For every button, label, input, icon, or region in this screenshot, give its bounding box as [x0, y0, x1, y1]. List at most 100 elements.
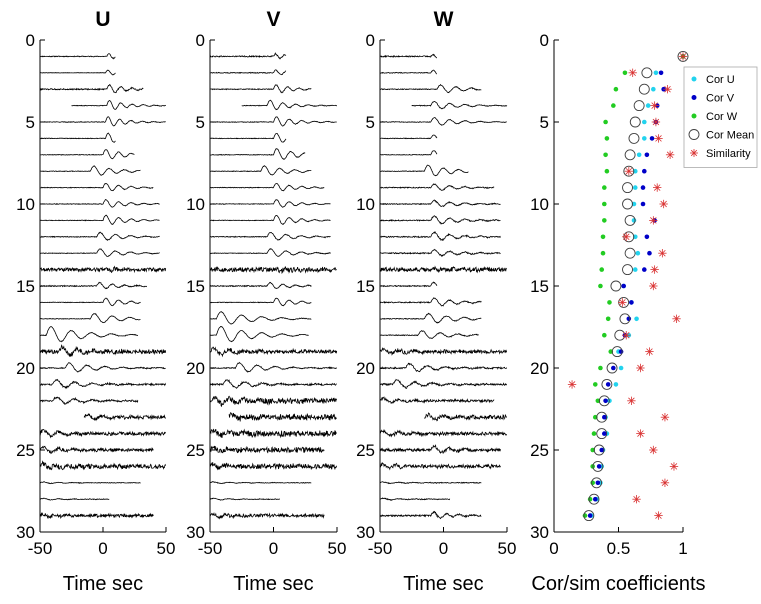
legend: Cor U Cor V Cor W Cor Mean Similarity [683, 66, 758, 168]
y-tick-label: 30 [16, 523, 35, 542]
y-tick-label: 5 [196, 113, 205, 132]
legend-label: Cor V [706, 93, 735, 105]
point-cor-v [644, 234, 650, 240]
point-similarity [649, 445, 658, 455]
point-cor-mean [622, 182, 633, 194]
trace-23 [83, 413, 166, 422]
point-cor-mean [588, 493, 600, 505]
trace-19 [379, 347, 508, 356]
y-tick-label: 15 [186, 277, 205, 296]
trace-3 [379, 83, 482, 94]
point-similarity [649, 281, 658, 291]
trace-6 [39, 132, 116, 143]
point-cor-mean [622, 198, 633, 210]
trace-28 [209, 497, 280, 501]
trace-3 [39, 83, 144, 94]
legend-label: Cor Mean [706, 130, 754, 142]
trace-12 [209, 231, 331, 241]
trace-20 [209, 361, 337, 373]
trace-25 [209, 445, 325, 454]
point-similarity [649, 216, 658, 225]
trace-5 [379, 117, 507, 126]
trace-25 [39, 445, 154, 455]
legend-swatch [690, 149, 698, 157]
point-similarity [654, 134, 663, 143]
trace-1 [209, 52, 287, 60]
point-similarity [660, 413, 670, 422]
trace-2 [380, 69, 438, 75]
point-cor-mean [593, 444, 605, 456]
point-cor-v [595, 480, 601, 486]
panel-title: V [266, 8, 280, 31]
y-tick-label: 25 [530, 441, 549, 460]
point-cor-w [602, 332, 607, 338]
point-cor-w [598, 365, 603, 371]
point-cor-u [613, 382, 619, 387]
point-cor-mean [596, 411, 608, 423]
legend-label: Cor U [706, 74, 735, 86]
point-cor-mean [591, 477, 603, 489]
y-tick-label: 20 [16, 359, 35, 378]
y-tick-label: 0 [196, 31, 205, 50]
point-similarity [672, 314, 681, 323]
trace-11 [39, 214, 160, 225]
trace-19 [209, 346, 338, 358]
trace-7 [40, 149, 135, 160]
panel-w: W 0 5 10 15 20 25 30-50 0 50 Time sec [356, 8, 516, 595]
point-cor-u [636, 152, 642, 158]
y-tick-label: 25 [16, 441, 35, 460]
trace-20 [379, 362, 508, 373]
point-cor-v [658, 70, 664, 76]
trace-22 [209, 395, 338, 407]
point-cor-u [651, 86, 656, 92]
legend-swatch [691, 113, 697, 119]
x-tick-label: 0 [439, 539, 448, 558]
point-similarity [665, 150, 675, 159]
trace-29 [209, 511, 325, 520]
y-tick-label: 15 [16, 277, 35, 296]
x-tick-label: 0 [549, 539, 558, 558]
point-similarity [653, 183, 662, 192]
point-cor-w [603, 152, 608, 158]
trace-4 [71, 100, 167, 110]
x-tick-label: 50 [157, 539, 176, 558]
point-cor-w [600, 234, 606, 240]
point-cor-mean [629, 116, 641, 128]
trace-16 [39, 297, 141, 307]
trace-21 [39, 378, 167, 390]
point-cor-w [587, 496, 593, 502]
point-cor-v [602, 414, 607, 420]
point-cor-w [590, 480, 595, 486]
y-tick-label: 0 [366, 31, 375, 50]
trace-21 [209, 379, 337, 389]
point-cor-w [582, 513, 588, 518]
trace-4 [241, 99, 337, 111]
x-tick-label: 1 [678, 539, 687, 558]
trace-9 [379, 183, 495, 191]
trace-17 [39, 312, 141, 324]
point-cor-u [653, 70, 659, 76]
trace-15 [39, 281, 148, 290]
point-cor-mean [596, 428, 608, 440]
point-cor-v [603, 398, 608, 404]
trace-13 [209, 247, 331, 257]
x-tick-label: 0.5 [607, 539, 631, 558]
point-cor-w [602, 201, 607, 207]
legend-label: Cor W [706, 111, 738, 123]
point-cor-mean [638, 83, 650, 95]
point-cor-mean [592, 460, 604, 472]
trace-22 [39, 396, 139, 405]
point-cor-w [611, 103, 616, 108]
trace-12 [379, 230, 501, 242]
trace-24 [39, 428, 166, 439]
trace-27 [39, 481, 141, 485]
point-similarity [650, 265, 659, 274]
y-tick-label: 15 [530, 277, 549, 296]
y-tick-label: 15 [356, 277, 375, 296]
trace-17 [379, 312, 482, 324]
trace-8 [380, 164, 469, 177]
point-similarity [622, 331, 631, 340]
trace-9 [209, 183, 325, 192]
